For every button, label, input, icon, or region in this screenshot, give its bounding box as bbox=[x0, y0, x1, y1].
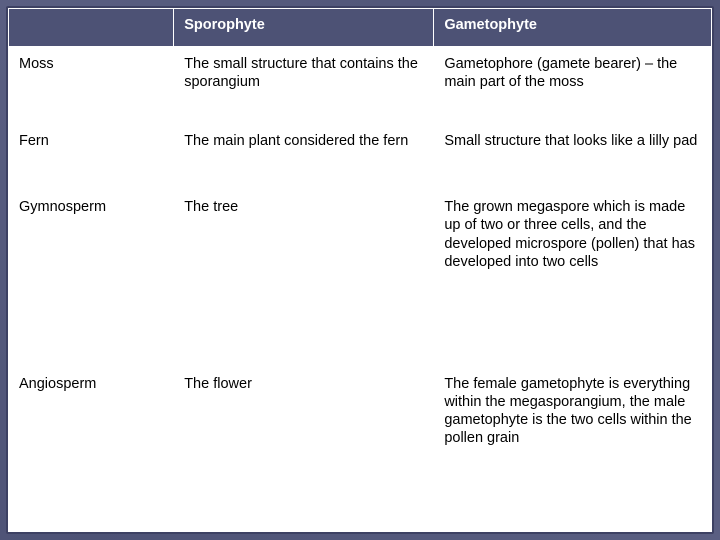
cell-gametophyte: Gametophore (gamete bearer) – the main p… bbox=[434, 47, 712, 124]
cell-gametophyte: Small structure that looks like a lilly … bbox=[434, 124, 712, 190]
table-row: Angiosperm The flower The female gametop… bbox=[9, 366, 712, 531]
table-row: Moss The small structure that contains t… bbox=[9, 47, 712, 124]
cell-gametophyte: The female gametophyte is everything wit… bbox=[434, 366, 712, 531]
row-label: Gymnosperm bbox=[9, 190, 174, 366]
slide-background: Sporophyte Gametophyte Moss The small st… bbox=[0, 0, 720, 540]
table-row: Fern The main plant considered the fern … bbox=[9, 124, 712, 190]
cell-sporophyte: The tree bbox=[174, 190, 434, 366]
cell-gametophyte: The grown megaspore which is made up of … bbox=[434, 190, 712, 366]
cell-sporophyte: The main plant considered the fern bbox=[174, 124, 434, 190]
row-label: Moss bbox=[9, 47, 174, 124]
table-header-row: Sporophyte Gametophyte bbox=[9, 9, 712, 47]
header-blank bbox=[9, 9, 174, 47]
table-container: Sporophyte Gametophyte Moss The small st… bbox=[6, 6, 714, 534]
table-row: Gymnosperm The tree The grown megaspore … bbox=[9, 190, 712, 366]
header-sporophyte: Sporophyte bbox=[174, 9, 434, 47]
header-gametophyte: Gametophyte bbox=[434, 9, 712, 47]
comparison-table: Sporophyte Gametophyte Moss The small st… bbox=[8, 8, 712, 532]
row-label: Angiosperm bbox=[9, 366, 174, 531]
cell-sporophyte: The flower bbox=[174, 366, 434, 531]
row-label: Fern bbox=[9, 124, 174, 190]
cell-sporophyte: The small structure that contains the sp… bbox=[174, 47, 434, 124]
